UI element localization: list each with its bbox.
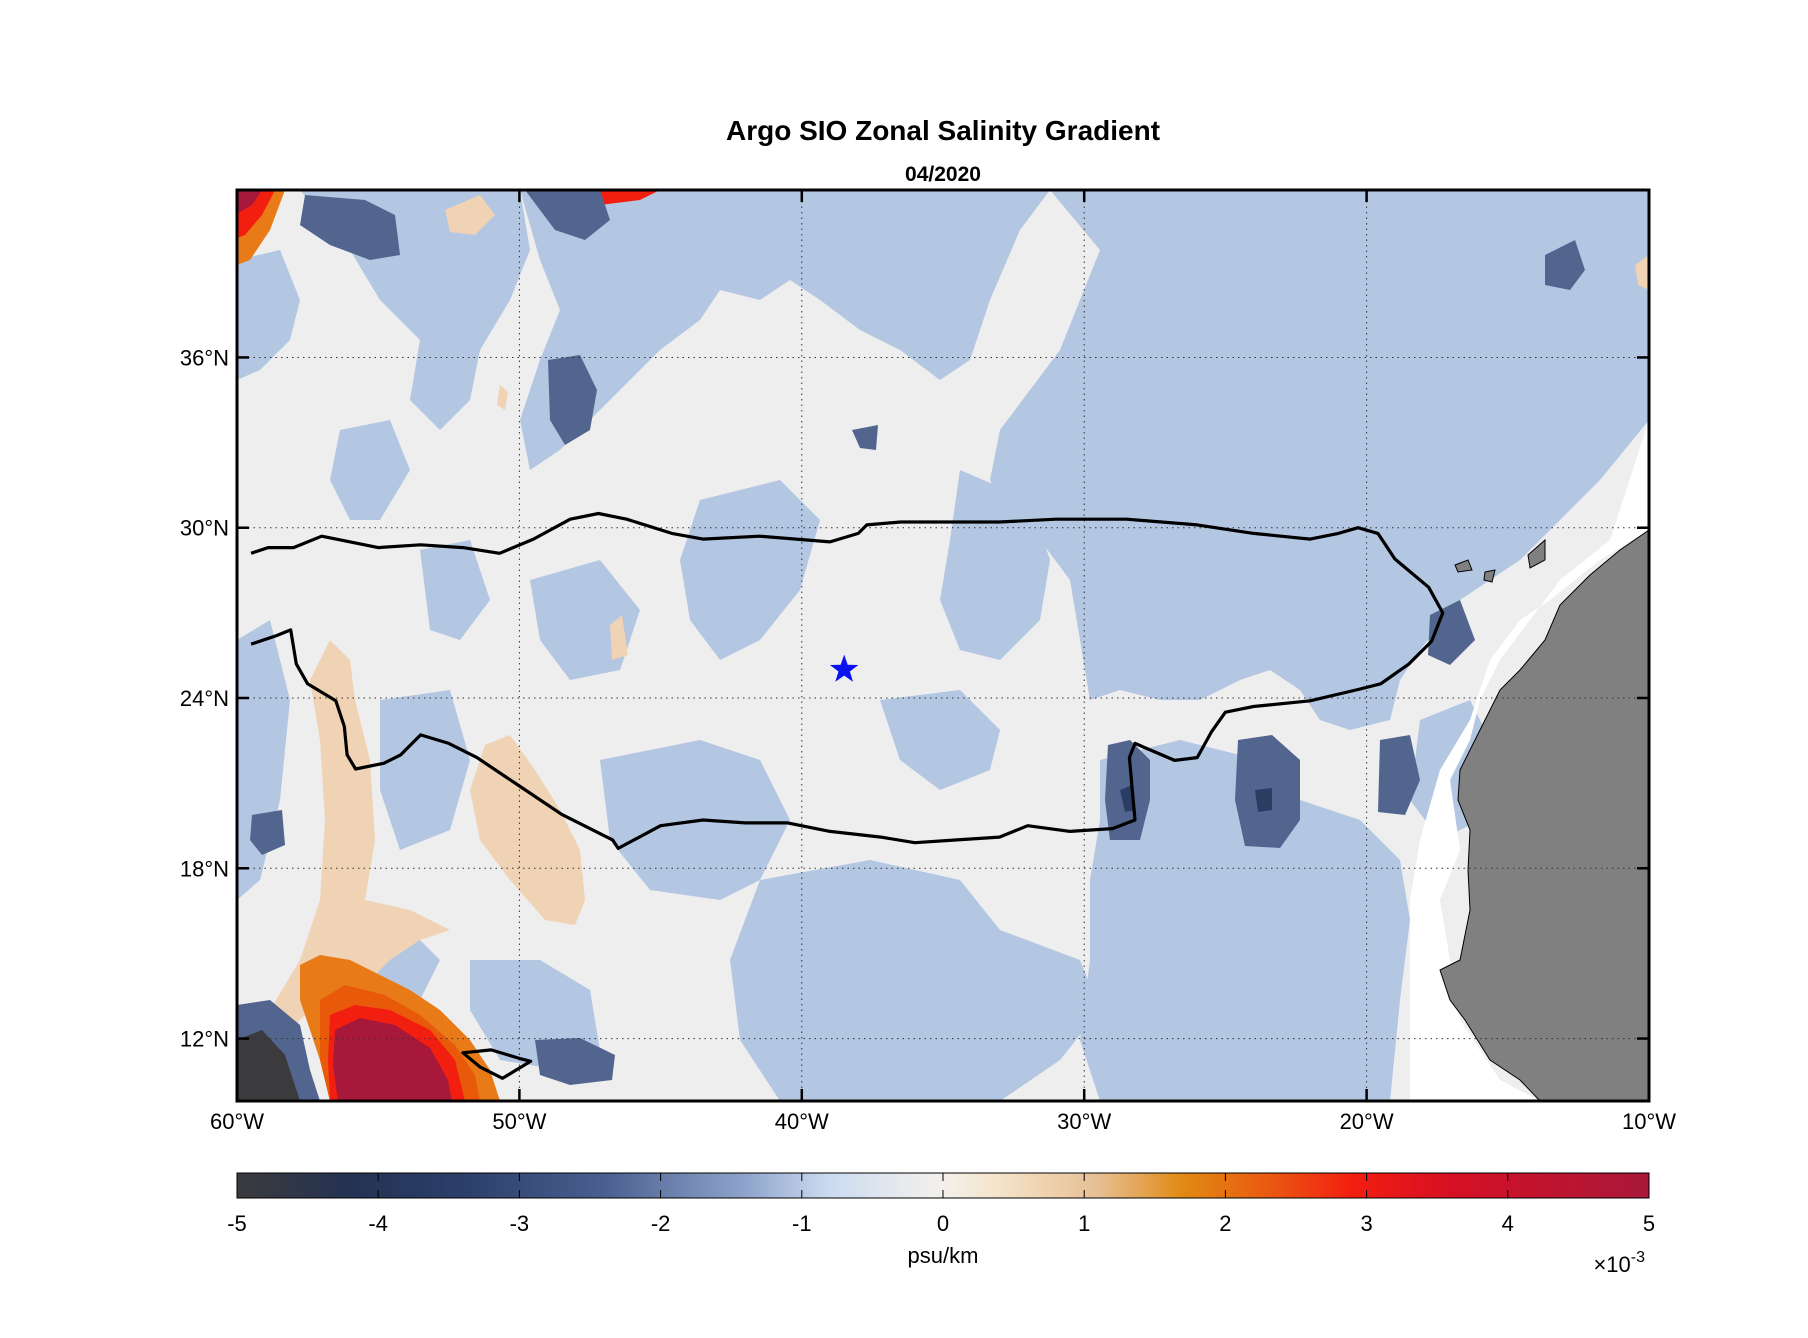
- contour-line: [250, 511, 1445, 850]
- colorbar-tick-label: 3: [1360, 1211, 1372, 1236]
- field-region: [520, 190, 1050, 470]
- location-star-marker: [829, 654, 859, 682]
- land: [1410, 420, 1649, 1101]
- canary-island: [1454, 559, 1473, 573]
- field-region: [535, 1038, 615, 1085]
- y-tick-label: 30°N: [180, 516, 229, 541]
- land-coast-whitespace: [1410, 420, 1649, 1101]
- x-tick-label: 60°W: [210, 1109, 264, 1134]
- colorbar-multiplier-base: ×10: [1593, 1252, 1630, 1277]
- field-region: [548, 355, 597, 445]
- canary-island: [1527, 538, 1546, 569]
- field-region: [380, 690, 470, 850]
- field-region: [680, 480, 820, 660]
- field-region: [1545, 240, 1585, 290]
- gridlines: [237, 190, 1649, 1101]
- x-tick-label: 20°W: [1340, 1109, 1394, 1134]
- field-region: [525, 190, 610, 240]
- colorbar-tick-label: -3: [510, 1211, 530, 1236]
- x-tick-label: 40°W: [775, 1109, 829, 1134]
- field-region: [237, 190, 262, 212]
- colorbar-multiplier-exponent: -3: [1631, 1249, 1645, 1266]
- y-tick-label: 12°N: [180, 1027, 229, 1052]
- field-region: [880, 690, 1000, 790]
- y-tick-label: 24°N: [180, 686, 229, 711]
- x-axis: 60°W 50°W 40°W 30°W 20°W 10°W: [210, 190, 1676, 1134]
- field-region: [730, 860, 1100, 1101]
- field-region: [250, 810, 285, 855]
- field-region: [852, 425, 878, 450]
- field-region: [990, 190, 1649, 730]
- x-tick-label: 30°W: [1057, 1109, 1111, 1134]
- field-region: [333, 1018, 452, 1101]
- field-region: [420, 540, 490, 640]
- field-region: [940, 470, 1050, 660]
- colorbar-tick-label: -2: [651, 1211, 671, 1236]
- field-region: [445, 195, 495, 235]
- canary-island: [1483, 569, 1496, 583]
- colorbar-tick-label: 5: [1643, 1211, 1655, 1236]
- africa-land: [1439, 529, 1649, 1101]
- y-axis: 36°N 30°N 24°N 18°N 12°N: [180, 345, 1649, 1052]
- y-tick-label: 18°N: [180, 856, 229, 881]
- y-tick-label: 36°N: [180, 345, 229, 370]
- field-region: [1635, 255, 1649, 290]
- map-frame: [235, 188, 1651, 1103]
- field-region: [300, 195, 400, 260]
- field-region: [470, 735, 585, 925]
- colorbar: -5 -4 -3 -2 -1 0 1 2 3 4 5 psu/km ×10-3: [227, 1172, 1655, 1277]
- colorbar-ticks: -5 -4 -3 -2 -1 0 1 2 3 4 5: [227, 1173, 1655, 1236]
- x-tick-label: 50°W: [492, 1109, 546, 1134]
- field-region: [237, 620, 290, 900]
- field-region: [270, 640, 450, 1030]
- colorbar-tick-label: 4: [1502, 1211, 1514, 1236]
- field-region: [1378, 735, 1420, 815]
- field-region: [610, 615, 628, 660]
- colorbar-tick-label: -4: [368, 1211, 388, 1236]
- colorbar-tick-label: -1: [792, 1211, 812, 1236]
- contour-loop: [461, 1048, 533, 1080]
- colorbar-tick-label: 2: [1219, 1211, 1231, 1236]
- field-region: [237, 1030, 300, 1101]
- colorbar-tick-label: 0: [937, 1211, 949, 1236]
- colorbar-label: psu/km: [908, 1243, 979, 1268]
- field-region: [237, 250, 300, 380]
- field-region: [1080, 740, 1410, 1101]
- field-region: [1255, 788, 1272, 812]
- field-region: [330, 420, 410, 520]
- field-region: [497, 385, 508, 410]
- chart-subtitle: 04/2020: [905, 163, 981, 186]
- chart-title: Argo SIO Zonal Salinity Gradient: [726, 115, 1160, 146]
- colorbar-tick-label: 1: [1078, 1211, 1090, 1236]
- field-region: [1428, 600, 1475, 665]
- x-tick-label: 10°W: [1622, 1109, 1676, 1134]
- colorbar-tick-label: -5: [227, 1211, 247, 1236]
- colorbar-multiplier: ×10-3: [1593, 1249, 1645, 1277]
